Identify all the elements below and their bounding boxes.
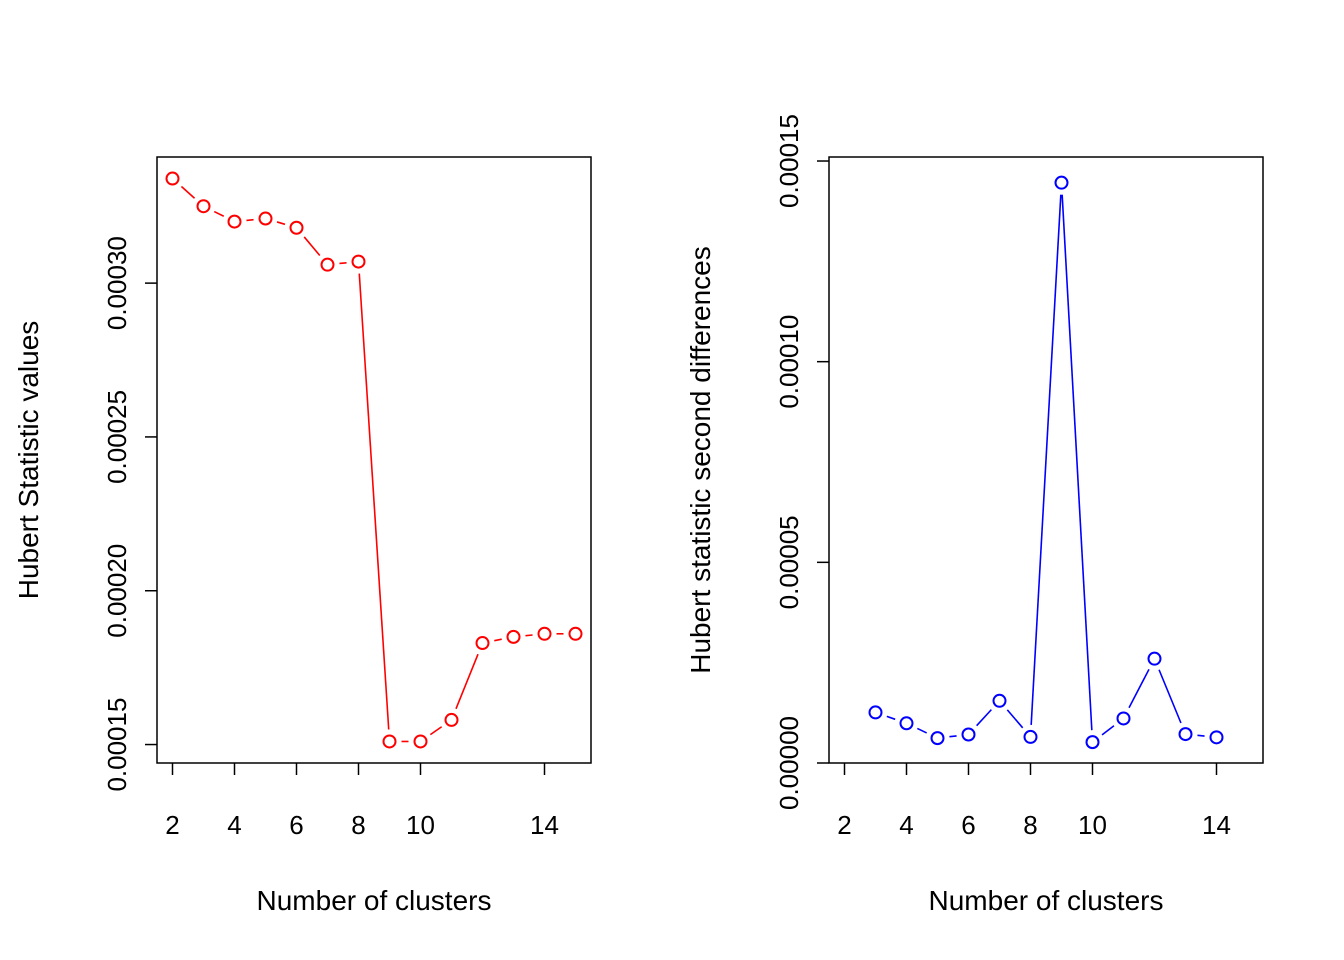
series-line-segment [455,653,479,710]
series-line-segment [180,185,196,199]
y-tick-label: 0.00005 [774,515,804,609]
series-line-segment [1006,709,1024,729]
data-point [506,629,521,644]
data-point [165,171,180,186]
data-point [289,220,304,235]
y-tick-label: 0.00015 [774,114,804,208]
series-line-segment [976,709,992,727]
x-axis-label: Number of clusters [257,885,492,916]
y-tick-label: 0.00010 [774,315,804,409]
data-point [1116,711,1131,726]
data-point [475,636,490,651]
y-tick-label: 0.00025 [102,390,132,484]
x-tick-label: 2 [837,810,851,840]
series-line-segment [303,236,321,256]
data-point [413,734,428,749]
x-tick-label: 6 [289,810,303,840]
y-axis-label: Hubert Statistic values [13,321,44,600]
hubert-statistic-panel: 2 4 6 8 10 14 0.00015 0.00020 0.00025 0.00030 Numb… [13,156,592,916]
series-line-segment [429,726,443,736]
data-point [899,716,914,731]
data-point [1054,175,1069,190]
x-tick-label: 14 [1202,810,1231,840]
data-point [258,211,273,226]
x-tick-label: 2 [165,810,179,840]
x-tick-label: 4 [227,810,241,840]
data-point [568,626,583,641]
series-line-segment [886,715,896,721]
x-tick-label: 6 [961,810,975,840]
series-line-segment [339,261,347,265]
series-line-segment [525,634,533,637]
series-line-segment [246,218,254,222]
y-tick-label: 0.00000 [774,716,804,810]
series-line-segment [213,210,225,217]
series-line-segment [1197,734,1205,737]
series-line-segment [1101,725,1115,736]
y-tick-label: 0.00030 [102,236,132,330]
x-axis-label: Number of clusters [929,885,1164,916]
data-point [1023,729,1038,744]
plot-frame [156,156,592,764]
data-point [382,734,397,749]
series-line-segment [1030,194,1062,725]
series-line-segment [949,735,957,738]
y-axis-label: Hubert statistic second differences [685,246,716,673]
data-point [930,731,945,746]
data-point [537,626,552,641]
data-point [1209,730,1224,745]
series-line-segment [916,727,928,734]
x-tick-label: 8 [351,810,365,840]
x-tick-label: 14 [530,810,559,840]
y-tick-label: 0.00020 [102,544,132,638]
data-point [196,199,211,214]
y-tick-label: 0.00015 [102,698,132,792]
data-point [444,712,459,727]
data-point [868,705,883,720]
series-line-segment [276,221,286,226]
data-point [961,727,976,742]
series-line-segment [494,638,502,642]
data-point [351,254,366,269]
hubert-second-differences-panel: 2 4 6 8 10 14 0.00000 0.00005 0.00010 0.00015 Numb… [685,114,1264,916]
series-line-segment [358,273,390,730]
data-point [1147,651,1162,666]
series-line-segment [1061,194,1093,731]
x-tick-label: 8 [1023,810,1037,840]
data-point [1178,727,1193,742]
series-line-segment [1128,668,1150,709]
x-tick-label: 10 [406,810,435,840]
data-point [227,214,242,229]
x-tick-label: 10 [1078,810,1107,840]
x-tick-label: 4 [899,810,913,840]
data-point [1085,735,1100,750]
plot-frame [828,156,1264,764]
data-point [992,693,1007,708]
data-point [320,257,335,272]
series-line-segment [1158,669,1182,724]
